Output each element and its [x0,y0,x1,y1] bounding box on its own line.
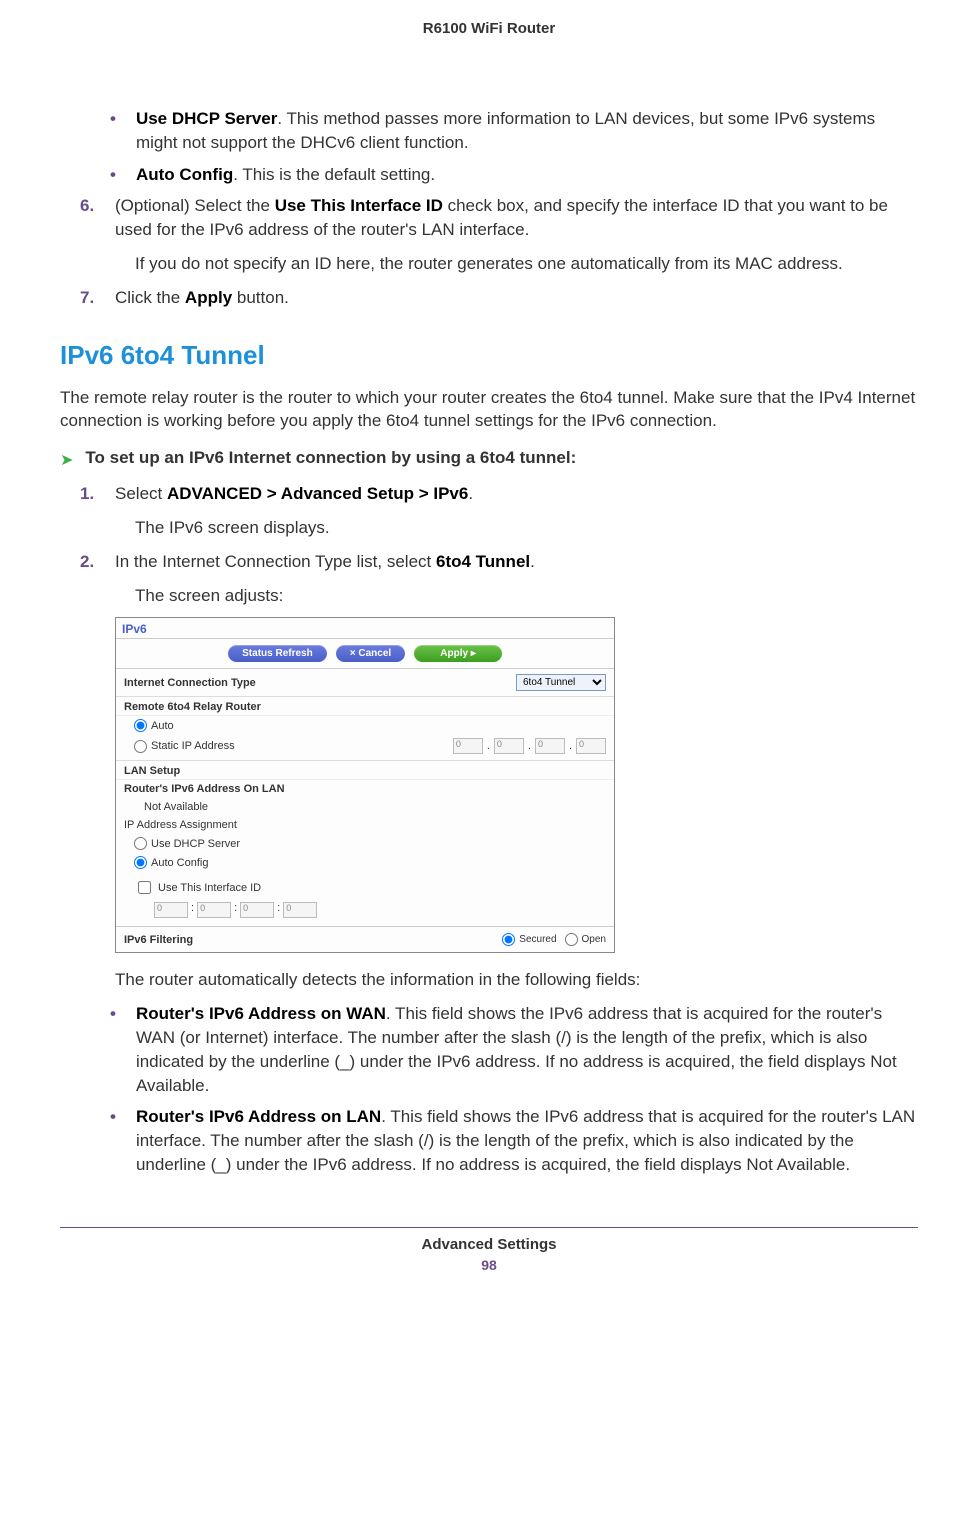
ipv6-filtering-row: IPv6 Filtering Secured Open [116,926,614,952]
ip-octet-input[interactable]: 0 [576,738,606,754]
step-after: If you do not specify an ID here, the ro… [135,252,918,276]
bullet-icon: • [110,107,116,155]
button-bar: Status Refresh × Cancel Apply ▸ [116,639,614,669]
apply-button[interactable]: Apply ▸ [414,645,502,662]
autoconfig-radio-label: Auto Config [151,857,208,869]
secured-radio-input[interactable] [502,933,515,946]
interface-id-inputs: 0: 0: 0: 0 [116,900,614,926]
auto-radio-input[interactable] [134,719,147,732]
connection-type-row: Internet Connection Type 6to4 Tunnel [116,669,614,697]
step-text: In the Internet Connection Type list, se… [115,550,918,574]
hex-input[interactable]: 0 [240,902,274,918]
footer-page-number: 98 [60,1257,918,1273]
list-item: • Router's IPv6 Address on WAN. This fie… [110,1002,918,1097]
step-after: The screen adjusts: [135,584,918,608]
open-label: Open [582,934,606,945]
auto-option-row: Auto [116,716,614,735]
bullet-bold: Use DHCP Server [136,109,277,128]
bullet-bold: Auto Config [136,165,233,184]
step-number: 2. [80,550,100,574]
step-number: 1. [80,482,100,506]
bullet-icon: • [110,163,116,187]
procedure-title: To set up an IPv6 Internet connection by… [85,448,576,468]
dhcp-radio[interactable]: Use DHCP Server [134,837,240,850]
window-title: IPv6 [116,618,614,639]
lan-addr-value: Not Available [116,798,614,816]
ip-assignment-label: IP Address Assignment [116,816,614,834]
autoconfig-radio[interactable]: Auto Config [134,856,208,869]
dhcp-radio-label: Use DHCP Server [151,838,240,850]
static-ip-radio[interactable]: Static IP Address [134,740,235,753]
bullet-icon: • [110,1002,116,1097]
numbered-steps-top: 6. (Optional) Select the Use This Interf… [80,194,918,309]
use-interface-checkbox[interactable] [138,881,151,894]
conn-type-select[interactable]: 6to4 Tunnel [516,674,606,691]
lan-setup-section: LAN Setup [116,761,614,780]
section-intro: The remote relay router is the router to… [60,386,918,434]
step-number: 6. [80,194,100,242]
detect-bullet-list: • Router's IPv6 Address on WAN. This fie… [110,1002,918,1177]
ip-octet-input[interactable]: 0 [535,738,565,754]
lan-addr-label: Router's IPv6 Address On LAN [116,780,614,798]
ip-address-inputs: 0. 0. 0. 0 [453,738,606,754]
auto-radio[interactable]: Auto [134,719,174,732]
list-item: • Use DHCP Server. This method passes mo… [110,107,918,155]
step-number: 7. [80,286,100,310]
ip-octet-input[interactable]: 0 [453,738,483,754]
use-interface-label: Use This Interface ID [158,882,261,894]
numbered-steps-proc: 1. Select ADVANCED > Advanced Setup > IP… [80,482,918,607]
ip-octet-input[interactable]: 0 [494,738,524,754]
bullet-rest: . This is the default setting. [233,165,435,184]
autoconfig-radio-input[interactable] [134,856,147,869]
static-ip-row: Static IP Address 0. 0. 0. 0 [116,735,614,761]
arrow-icon: ➤ [60,450,73,470]
open-radio[interactable]: Open [565,933,606,946]
open-radio-input[interactable] [565,933,578,946]
cancel-button[interactable]: × Cancel [336,645,405,662]
step-text: (Optional) Select the Use This Interface… [115,194,918,242]
dhcp-option-row: Use DHCP Server [116,834,614,853]
auto-radio-label: Auto [151,720,174,732]
autoconfig-option-row: Auto Config [116,853,614,872]
secured-label: Secured [519,934,556,945]
step-text: Click the Apply button. [115,286,918,310]
section-heading: IPv6 6to4 Tunnel [60,340,918,371]
static-ip-radio-input[interactable] [134,740,147,753]
footer-section: Advanced Settings [60,1236,918,1253]
list-item: • Router's IPv6 Address on LAN. This fie… [110,1105,918,1176]
ipv6-config-screenshot: IPv6 Status Refresh × Cancel Apply ▸ Int… [115,617,615,953]
procedure-heading: ➤ To set up an IPv6 Internet connection … [60,448,918,470]
step-after: The IPv6 screen displays. [135,516,918,540]
static-ip-label: Static IP Address [151,740,235,752]
bullet-icon: • [110,1105,116,1176]
top-bullet-list: • Use DHCP Server. This method passes mo… [110,107,918,186]
page-header: R6100 WiFi Router [60,20,918,37]
step-item: 6. (Optional) Select the Use This Interf… [80,194,918,242]
filter-label: IPv6 Filtering [124,934,193,946]
hex-input[interactable]: 0 [154,902,188,918]
secured-radio[interactable]: Secured [502,933,556,946]
hex-input[interactable]: 0 [283,902,317,918]
conn-type-label: Internet Connection Type [124,677,256,689]
use-interface-row: Use This Interface ID [116,872,614,900]
bullet-bold: Router's IPv6 Address on LAN [136,1107,381,1126]
page-footer: Advanced Settings 98 [60,1227,918,1273]
dhcp-radio-input[interactable] [134,837,147,850]
step-item: 1. Select ADVANCED > Advanced Setup > IP… [80,482,918,506]
step-item: 2. In the Internet Connection Type list,… [80,550,918,574]
step-item: 7. Click the Apply button. [80,286,918,310]
status-refresh-button[interactable]: Status Refresh [228,645,327,662]
bullet-bold: Router's IPv6 Address on WAN [136,1004,386,1023]
list-item: • Auto Config. This is the default setti… [110,163,918,187]
after-screenshot-text: The router automatically detects the inf… [115,968,918,992]
step-text: Select ADVANCED > Advanced Setup > IPv6. [115,482,918,506]
remote-relay-section: Remote 6to4 Relay Router [116,697,614,716]
hex-input[interactable]: 0 [197,902,231,918]
